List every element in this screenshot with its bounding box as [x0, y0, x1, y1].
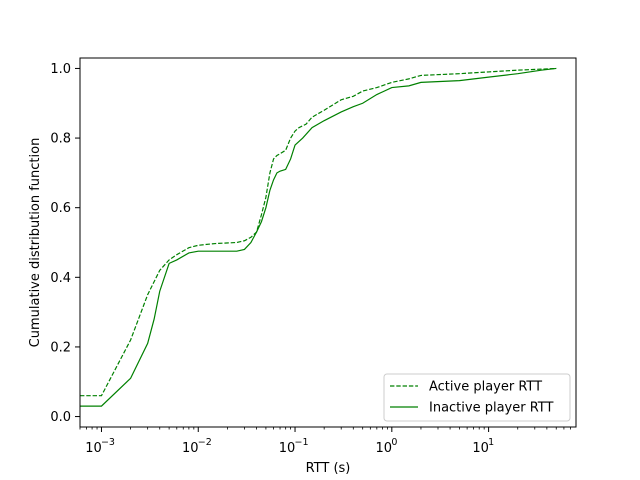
x-axis-title: RTT (s) [306, 461, 351, 476]
y-tick-label: 0.6 [50, 201, 71, 216]
y-axis: 0.0 0.2 0.4 0.6 0.8 1.0 [50, 62, 80, 425]
legend-box [383, 373, 571, 422]
x-axis: 10 −3 10 −2 10 −1 10 0 10 1 [79, 427, 571, 456]
axes-frame [79, 57, 577, 428]
x-tick-exponent: 1 [488, 437, 494, 448]
legend-label-inactive: Inactive player RTT [429, 401, 554, 416]
series-line-inactive [80, 67, 557, 407]
x-tick-exponent: 0 [391, 437, 397, 448]
series-line-active [80, 67, 557, 397]
y-tick-label: 0.4 [50, 271, 71, 286]
y-tick-label: 0.0 [50, 410, 71, 425]
x-tick-label: 10 [279, 441, 296, 456]
y-tick-label: 0.8 [50, 132, 71, 147]
y-tick-label: 1.0 [50, 62, 71, 77]
x-tick-label: 10 [472, 441, 489, 456]
plot-area [80, 67, 557, 407]
x-tick-label: 10 [85, 441, 102, 456]
y-axis-title: Cumulative distribution function [28, 138, 43, 348]
x-tick-label: 10 [182, 441, 199, 456]
legend-label-active: Active player RTT [429, 380, 542, 395]
x-tick-exponent: −3 [101, 437, 115, 448]
x-tick-label: 10 [376, 441, 393, 456]
x-tick-exponent: −1 [295, 437, 309, 448]
x-tick-exponent: −2 [198, 437, 212, 448]
y-tick-label: 0.2 [50, 340, 71, 355]
legend: Active player RTT Inactive player RTT [383, 373, 571, 422]
